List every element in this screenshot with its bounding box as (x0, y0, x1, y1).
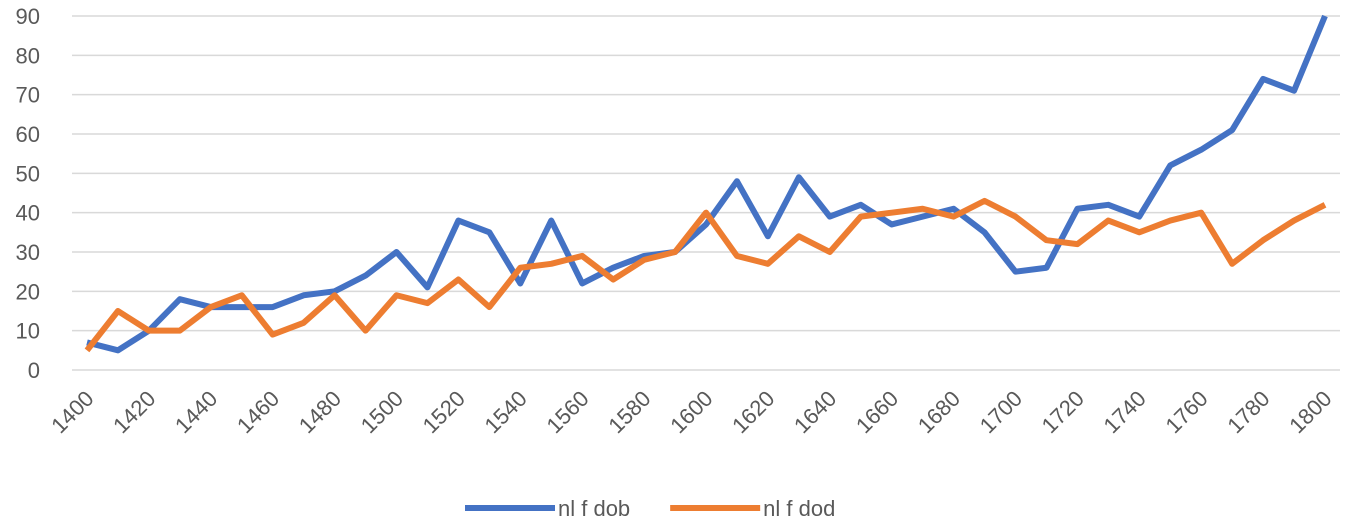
x-tick-label: 1460 (232, 386, 284, 438)
x-tick-label: 1560 (541, 386, 593, 438)
x-tick-label: 1800 (1284, 386, 1336, 438)
y-tick-label: 0 (28, 358, 40, 383)
x-tick-label: 1740 (1099, 386, 1151, 438)
y-tick-label: 40 (16, 201, 40, 226)
x-tick-label: 1580 (603, 386, 655, 438)
y-tick-label: 50 (16, 161, 40, 186)
x-tick-label: 1720 (1037, 386, 1089, 438)
x-tick-label: 1660 (851, 386, 903, 438)
series-line (86, 14, 1328, 354)
x-tick-label: 1780 (1222, 386, 1274, 438)
y-tick-label: 30 (16, 240, 40, 265)
x-tick-label: 1760 (1160, 386, 1212, 438)
y-tick-label: 80 (16, 43, 40, 68)
y-tick-label: 90 (16, 4, 40, 29)
x-tick-label: 1520 (418, 386, 470, 438)
x-tick-label: 1540 (480, 386, 532, 438)
y-tick-label: 10 (16, 319, 40, 344)
x-tick-label: 1680 (913, 386, 965, 438)
x-tick-label: 1500 (356, 386, 408, 438)
legend-label: nl f dod (763, 496, 835, 521)
y-tick-label: 70 (16, 83, 40, 108)
series-line (84, 197, 1327, 353)
x-tick-label: 1440 (170, 386, 222, 438)
x-tick-label: 1420 (108, 386, 160, 438)
x-tick-label: 1620 (727, 386, 779, 438)
y-tick-label: 60 (16, 122, 40, 147)
x-tick-label: 1480 (294, 386, 346, 438)
x-tick-label: 1400 (46, 386, 98, 438)
y-tick-label: 20 (16, 279, 40, 304)
x-tick-label: 1700 (975, 386, 1027, 438)
x-tick-label: 1640 (789, 386, 841, 438)
legend-label: nl f dob (558, 496, 630, 521)
x-tick-label: 1600 (665, 386, 717, 438)
